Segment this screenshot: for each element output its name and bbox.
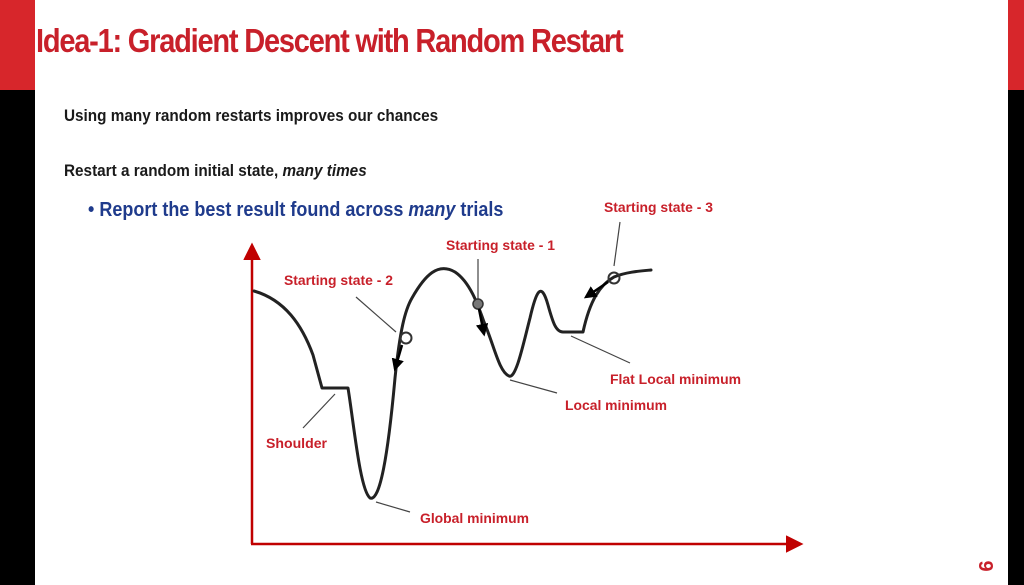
label-flat-local-minimum: Flat Local minimum xyxy=(610,371,741,387)
left-accent-bar-red xyxy=(0,0,35,90)
start-marker-1 xyxy=(472,298,484,310)
shoulder-pointer xyxy=(302,393,336,429)
descent-arrow-1 xyxy=(475,308,489,337)
body-line-2-emphasis: many times xyxy=(282,161,367,180)
global-minimum-pointer xyxy=(375,501,411,513)
starting-state-3-pointer xyxy=(613,221,621,267)
starting-state-2-pointer xyxy=(355,296,397,333)
bullet-icon: • xyxy=(88,199,95,221)
slide-title: Idea-1: Gradient Descent with Random Res… xyxy=(36,22,624,59)
flat-local-minimum-pointer xyxy=(570,335,631,364)
bullet-item: • Report the best result found across ma… xyxy=(88,199,503,222)
bullet-emphasis: many xyxy=(408,199,456,221)
right-accent-bar-red xyxy=(1008,0,1024,90)
label-starting-state-2: Starting state - 2 xyxy=(284,272,393,288)
left-accent-bar-black xyxy=(0,90,35,585)
bullet-text-end: trials xyxy=(455,199,504,221)
label-shoulder: Shoulder xyxy=(266,435,328,451)
start-marker-2 xyxy=(399,331,413,345)
landscape-curve xyxy=(252,267,653,500)
bullet-text: Report the best result found across xyxy=(99,199,409,221)
start-marker-3 xyxy=(607,271,621,285)
body-line-2-text: Restart a random initial state, xyxy=(64,161,283,180)
body-line-1: Using many random restarts improves our … xyxy=(64,106,439,125)
body-line-2: Restart a random initial state, many tim… xyxy=(64,161,367,181)
right-accent-bar-black xyxy=(1008,90,1024,585)
local-minimum-pointer xyxy=(509,379,558,394)
label-local-minimum: Local minimum xyxy=(565,397,667,413)
page-number: 9 xyxy=(974,560,996,572)
label-starting-state-1: Starting state - 1 xyxy=(446,237,555,253)
descent-arrow-2 xyxy=(391,344,404,372)
label-starting-state-3: Starting state - 3 xyxy=(604,199,713,215)
descent-arrow-3 xyxy=(583,280,609,299)
label-global-minimum: Global minimum xyxy=(420,510,529,526)
